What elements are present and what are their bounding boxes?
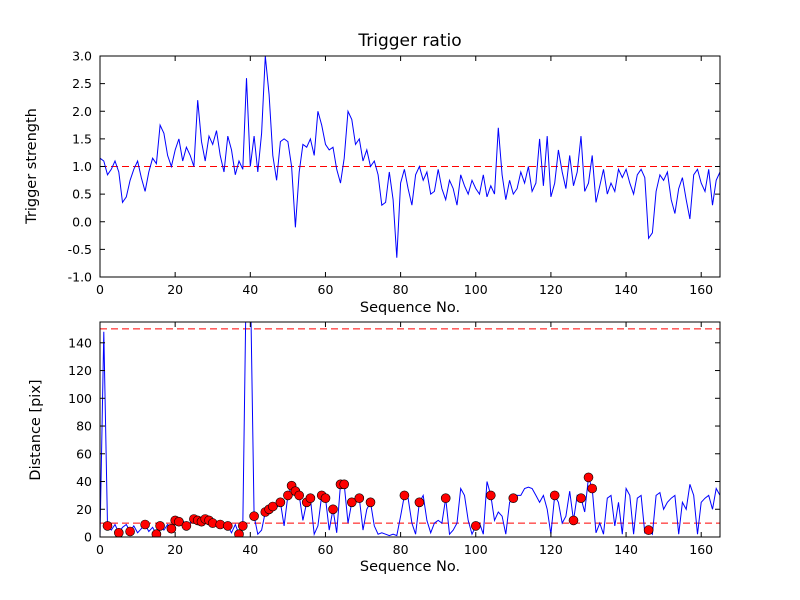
scatter-point (568, 515, 579, 526)
scatter-point (249, 511, 259, 522)
x-tick-label: 0 (96, 542, 104, 557)
scatter-point (414, 497, 425, 508)
bottom-y-axis-label: Distance [pix] (28, 379, 44, 480)
scatter-point (275, 497, 286, 508)
scatter-point (305, 493, 316, 504)
scatter-point (125, 526, 135, 537)
scatter-point (470, 521, 481, 531)
x-tick-label: 40 (242, 282, 258, 297)
scatter-point (166, 523, 177, 534)
y-tick-label: -1.0 (68, 270, 92, 285)
scatter-point (102, 521, 113, 531)
x-tick-label: 100 (464, 282, 488, 297)
y-tick-label: -0.5 (68, 242, 92, 257)
scatter-point (583, 472, 594, 483)
chart-title: Trigger ratio (357, 31, 461, 51)
scatter-point (174, 516, 184, 527)
x-tick-label: 140 (614, 542, 638, 557)
scatter-point (294, 490, 305, 501)
x-tick-label: 60 (318, 542, 334, 557)
y-tick-label: 0.5 (72, 187, 92, 202)
scatter-point (643, 525, 654, 535)
scatter-point (354, 493, 365, 504)
x-tick-label: 20 (167, 282, 183, 297)
scatter-point (399, 490, 410, 501)
x-tick-label: 40 (242, 542, 258, 557)
scatter-point (234, 529, 244, 537)
y-tick-label: 80 (76, 419, 92, 434)
scatter-point (576, 493, 586, 504)
x-tick-label: 120 (539, 542, 563, 557)
scatter-point (508, 493, 519, 504)
scatter-point (283, 490, 293, 501)
scatter-point (114, 528, 124, 537)
scatter-point (181, 521, 192, 531)
y-tick-label: 60 (76, 446, 92, 461)
scatter-point (238, 521, 248, 531)
scatter-point (320, 493, 331, 504)
scatter-point (365, 497, 376, 508)
distance-plot: 0 20 40 60 80 100 120 140 160 0 20 40 60 80 100 120 140 (68, 321, 721, 557)
y-tick-label: 1.0 (72, 159, 92, 174)
y-tick-label: 0.0 (72, 214, 92, 229)
y-tick-label: 1.5 (72, 131, 92, 146)
y-tick-label: 2.0 (72, 104, 92, 119)
x-tick-label: 100 (464, 542, 488, 557)
x-tick-label: 60 (318, 282, 334, 297)
axes-frame (99, 321, 721, 538)
y-tick-label: 140 (68, 335, 92, 350)
scatter-point (223, 521, 233, 531)
y-tick-label: 2.5 (72, 76, 92, 91)
scatter-point (151, 529, 162, 537)
y-tick-label: 20 (76, 502, 92, 517)
y-tick-label: 0 (84, 530, 92, 545)
scatter-point (440, 493, 451, 504)
trigger-ratio-plot: 0 20 40 60 80 100 120 140 160 -1.0 -0.5 0.0 0.5 1.0 1.… (68, 49, 721, 297)
x-tick-label: 140 (614, 282, 638, 297)
x-tick-label: 0 (96, 282, 104, 297)
bottom-x-axis-label: Sequence No. (360, 559, 460, 575)
y-tick-label: 120 (68, 363, 92, 378)
top-x-axis-label: Sequence No. (360, 300, 460, 316)
scatter-point (155, 521, 165, 531)
x-tick-label: 120 (539, 282, 563, 297)
x-tick-label: 160 (689, 282, 713, 297)
x-tick-label: 20 (167, 542, 183, 557)
y-tick-label: 40 (76, 474, 92, 489)
scatter-point (140, 519, 150, 530)
y-tick-label: 100 (68, 391, 92, 406)
scatter-point (267, 501, 278, 512)
top-y-axis-label: Trigger strength (24, 108, 40, 225)
data-line (100, 56, 720, 258)
y-tick-label: 3.0 (72, 49, 92, 64)
scatter-point (485, 490, 496, 501)
scatter-point (328, 504, 338, 515)
x-tick-label: 80 (393, 542, 409, 557)
scatter-point (339, 479, 350, 490)
scatter-point (549, 490, 560, 501)
x-tick-label: 160 (689, 542, 713, 557)
scatter-point (587, 483, 598, 494)
x-tick-label: 80 (393, 282, 409, 297)
scatter-point (346, 497, 357, 508)
